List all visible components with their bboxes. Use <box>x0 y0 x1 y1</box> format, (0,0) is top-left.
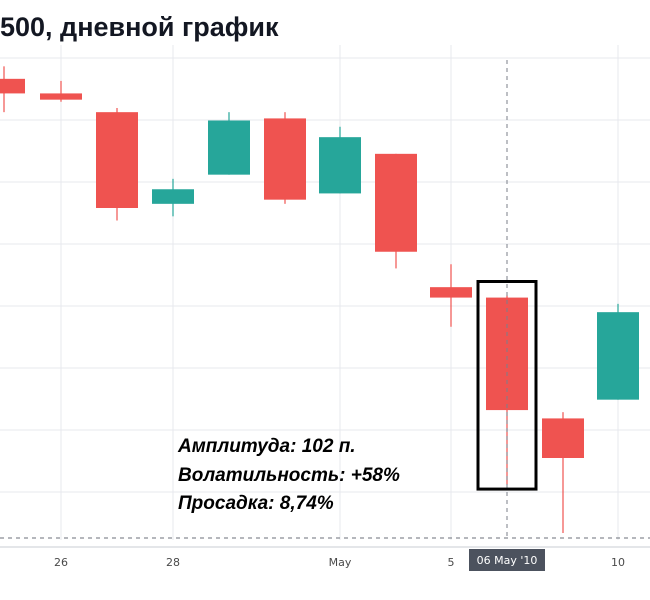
candle-body <box>208 120 250 175</box>
overlay-group <box>0 60 650 540</box>
candle-body <box>542 418 584 458</box>
annotation-line: Амплитуда: 102 п. <box>177 436 356 457</box>
candle-body <box>40 93 82 100</box>
candle-down <box>40 80 82 102</box>
crosshair-label-bg <box>469 549 545 571</box>
candles-group <box>0 66 639 533</box>
candle-body <box>486 297 528 411</box>
candle-body <box>152 189 194 204</box>
candle-down <box>0 66 25 113</box>
candle-up <box>152 178 194 217</box>
crosshair-label: 06 May '10 <box>477 554 538 567</box>
candle-down <box>264 112 306 204</box>
annotation-line: Волатильность: +58% <box>178 465 400 486</box>
candle-body <box>597 312 639 400</box>
chart-title: 500, дневной график <box>0 12 279 42</box>
annotation-line: Просадка: 8,74% <box>178 493 334 514</box>
candle-down <box>375 153 417 269</box>
candle-body <box>430 287 472 298</box>
candle-down <box>430 264 472 327</box>
x-tick-label: 28 <box>166 556 180 569</box>
highlight-box <box>476 280 538 491</box>
candle-body <box>319 137 361 194</box>
annotation-block: Амплитуда: 102 п. Волатильность: +58% Прос… <box>177 436 400 514</box>
candle-body <box>264 118 306 200</box>
candle-up <box>319 126 361 194</box>
candle-down <box>96 108 138 221</box>
candle-up <box>208 112 250 175</box>
x-tick-label: 10 <box>611 556 625 569</box>
candle-body <box>375 153 417 252</box>
candle-body <box>96 112 138 208</box>
candle-up <box>597 303 639 400</box>
x-tick-label: 26 <box>54 556 68 569</box>
x-tick-label: 5 <box>448 556 455 569</box>
x-axis: 26 28 May 5 10 06 May '10 <box>0 546 650 571</box>
candle-body <box>0 78 25 94</box>
candle-down <box>542 412 584 533</box>
x-tick-label: May <box>329 556 352 569</box>
